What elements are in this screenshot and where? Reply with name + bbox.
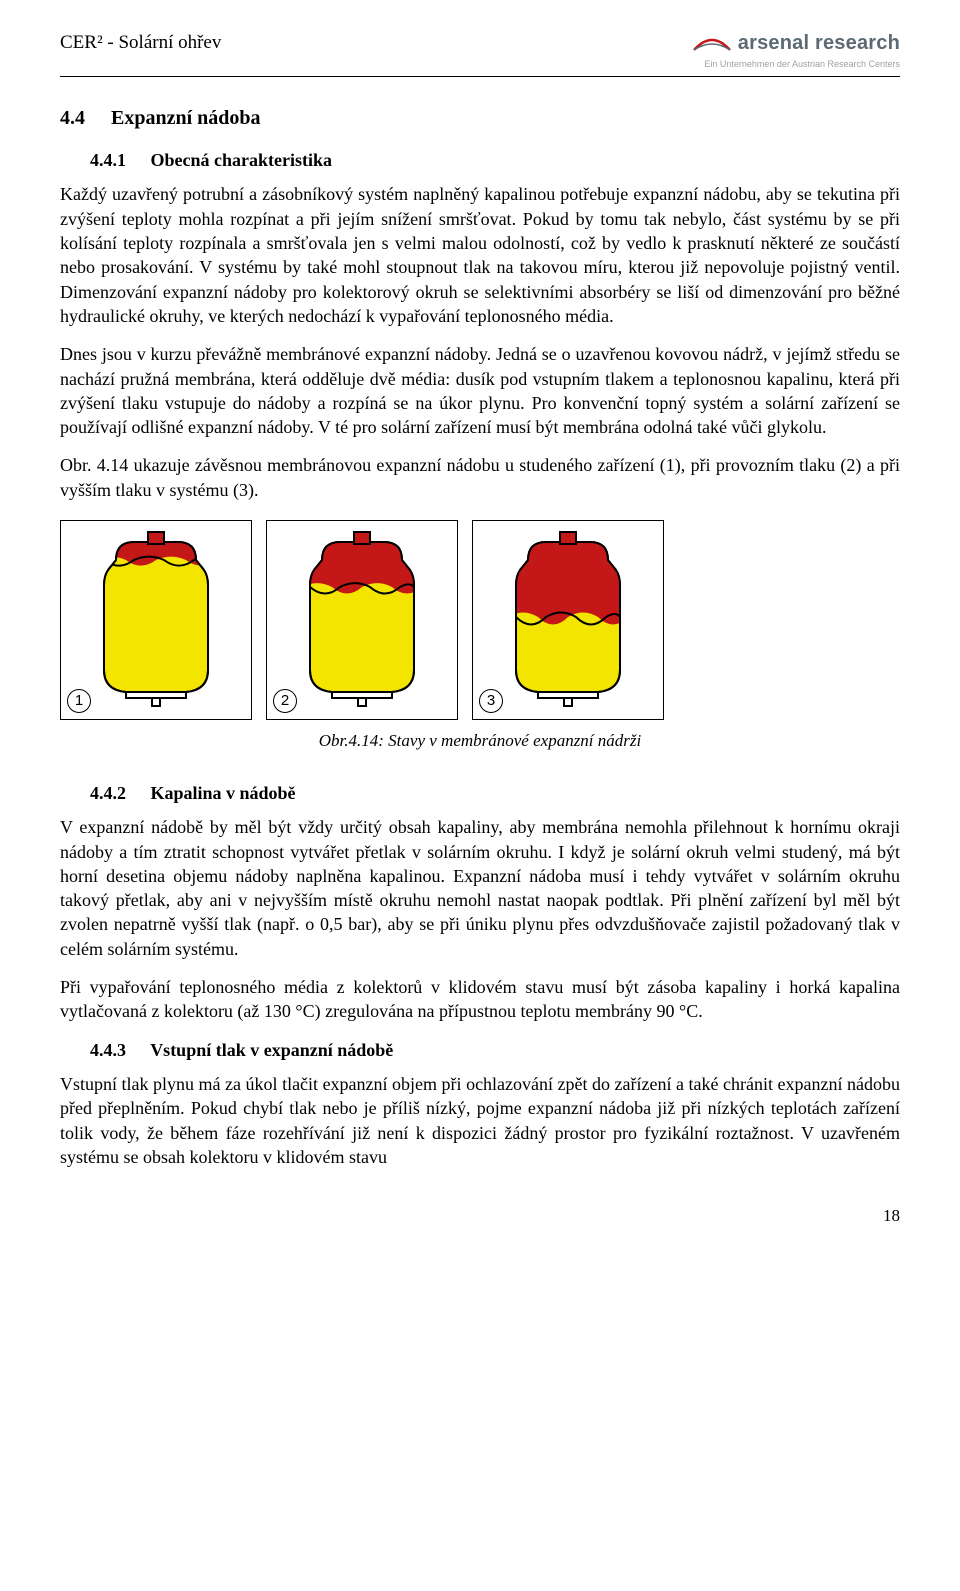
- subsection-number: 4.4.1: [90, 148, 146, 172]
- section-number: 4.4: [60, 105, 106, 132]
- paragraph: Vstupní tlak plynu má za úkol tlačit exp…: [60, 1072, 900, 1169]
- page-number: 18: [60, 1205, 900, 1228]
- brand-arc-icon: [692, 36, 732, 52]
- vessel-state-1: 1: [60, 520, 252, 720]
- vessel-label: 1: [67, 689, 91, 713]
- paragraph: Při vypařování teplonosného média z kole…: [60, 975, 900, 1024]
- header-brand: arsenal research Ein Unternehmen der Aus…: [692, 30, 900, 70]
- subsection-number: 4.4.2: [90, 781, 146, 805]
- subsection-title: Vstupní tlak v expanzní nádobě: [150, 1040, 393, 1060]
- brand-subtitle: Ein Unternehmen der Austrian Research Ce…: [704, 58, 900, 70]
- paragraph: Dnes jsou v kurzu převážně membránové ex…: [60, 342, 900, 439]
- subsection-4-4-3-heading: 4.4.3 Vstupní tlak v expanzní nádobě: [90, 1038, 900, 1062]
- vessel-label: 3: [479, 689, 503, 713]
- paragraph: V expanzní nádobě by měl být vždy určitý…: [60, 815, 900, 961]
- subsection-4-4-2-heading: 4.4.2 Kapalina v nádobě: [90, 781, 900, 805]
- header-title: CER² - Solární ohřev: [60, 30, 221, 56]
- figure-4-14: 1 2 3 Obr.4.14: Stavy v membránové expanzn…: [60, 520, 900, 753]
- subsection-title: Obecná charakteristika: [151, 150, 333, 170]
- vessel-state-2: 2: [266, 520, 458, 720]
- vessel-state-3: 3: [472, 520, 664, 720]
- vessel-label: 2: [273, 689, 297, 713]
- subsection-4-4-1-heading: 4.4.1 Obecná charakteristika: [90, 148, 900, 172]
- section-title: Expanzní nádoba: [111, 107, 261, 129]
- page-header: CER² - Solární ohřev arsenal research Ei…: [60, 30, 900, 77]
- paragraph: Každý uzavřený potrubní a zásobníkový sy…: [60, 182, 900, 328]
- paragraph: Obr. 4.14 ukazuje závěsnou membránovou e…: [60, 453, 900, 502]
- section-4-4-heading: 4.4 Expanzní nádoba: [60, 105, 900, 132]
- brand-name: arsenal research: [738, 30, 900, 57]
- subsection-title: Kapalina v nádobě: [151, 783, 296, 803]
- figure-caption: Obr.4.14: Stavy v membránové expanzní ná…: [60, 730, 900, 753]
- subsection-number: 4.4.3: [90, 1038, 146, 1062]
